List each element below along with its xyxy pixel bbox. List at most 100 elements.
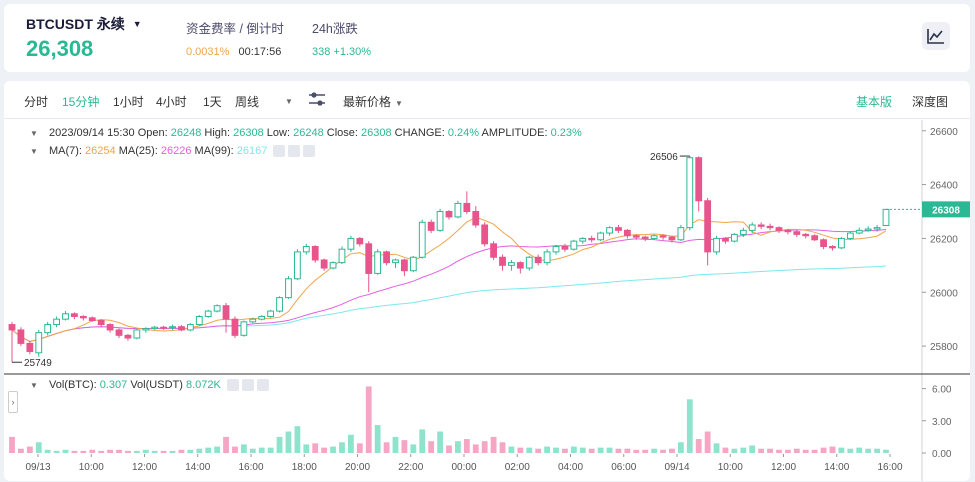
candle-datetime: 2023/09/14 15:30 <box>48 127 135 139</box>
volume-tick-label: 3.00 <box>932 417 952 428</box>
volume-bar <box>695 439 702 453</box>
kline-chart[interactable]: 25800 26000 26200 26400 26600 0.00 3.00 6.00 265… <box>4 120 970 481</box>
candle-body <box>445 211 453 218</box>
candle-body <box>133 329 141 339</box>
candle-body <box>873 227 881 230</box>
settings-icon[interactable] <box>288 145 301 158</box>
volume-bar <box>865 448 872 453</box>
interval-time[interactable]: 分时 <box>24 95 49 109</box>
volume-bar <box>535 448 542 453</box>
collapse-icon[interactable]: ▼ <box>30 147 38 156</box>
volume-bar <box>62 449 69 453</box>
volume-bar <box>339 442 345 453</box>
funding-label: 资金费率 / 倒计时 <box>186 22 284 36</box>
interval-15m[interactable]: 15分钟 <box>62 95 100 109</box>
volume-bar <box>722 447 729 453</box>
volume-bar <box>508 446 515 453</box>
funding-stat: 资金费率 / 倒计时 0.0031% 00:17:56 <box>186 18 284 58</box>
volume-bar <box>232 446 238 453</box>
candle-body <box>775 227 783 231</box>
candle-body <box>846 232 854 239</box>
depth-chart-tab[interactable]: 深度图 <box>912 95 949 109</box>
candle-body <box>579 237 587 242</box>
time-tick-label: 16:00 <box>238 462 263 473</box>
time-tick-label: 20:00 <box>345 462 370 473</box>
expand-panel-button[interactable]: › <box>8 391 18 413</box>
volume-bar <box>347 434 354 453</box>
visibility-icon[interactable] <box>273 145 286 158</box>
collapse-icon[interactable]: ▼ <box>30 381 38 390</box>
candle-body <box>285 278 292 299</box>
basic-view-tab[interactable]: 基本版 <box>856 95 893 109</box>
price-type-label: 最新价格 <box>343 95 392 109</box>
price-tick-label: 25800 <box>930 342 958 353</box>
close-icon[interactable] <box>303 145 316 158</box>
close-icon[interactable] <box>256 379 269 392</box>
time-tick-label: 04:00 <box>558 462 583 473</box>
candle-body <box>838 237 845 249</box>
volume-bar <box>544 446 551 453</box>
open-value: 26248 <box>170 127 202 139</box>
candle-body <box>864 228 872 231</box>
candle-body <box>481 224 489 245</box>
candle-body <box>570 240 578 250</box>
interval-1h[interactable]: 1小时 <box>113 95 144 109</box>
candle-body <box>124 334 132 339</box>
volume-bar <box>455 441 461 453</box>
indicator-settings-button[interactable] <box>308 91 326 110</box>
candle-body <box>615 227 622 231</box>
candle-body <box>525 256 533 269</box>
amplitude-label: AMPLITUDE: <box>481 127 548 139</box>
volume-bar <box>874 448 880 453</box>
time-tick-label: 06:00 <box>611 462 636 473</box>
candle-body <box>17 329 25 344</box>
volume-bar <box>749 445 756 453</box>
candle-body <box>534 256 542 264</box>
volume-bar <box>187 449 194 453</box>
candle-body <box>508 262 515 266</box>
candle-body <box>151 326 159 330</box>
candle-body <box>855 229 863 234</box>
time-tick-label: 09/13 <box>25 462 50 473</box>
candle-body <box>499 256 506 266</box>
candle-body <box>490 243 497 258</box>
time-tick-label: 22:00 <box>398 462 423 473</box>
interval-1w[interactable]: 周线 <box>235 95 260 109</box>
volume-bar <box>249 448 256 453</box>
volume-bar <box>820 447 827 453</box>
candle-body <box>249 318 257 323</box>
price-type-dropdown[interactable]: 最新价格 ▼ <box>343 93 403 110</box>
visibility-icon[interactable] <box>226 379 239 392</box>
volume-bar <box>490 436 497 453</box>
volume-bar <box>205 447 212 453</box>
volume-bar <box>169 450 176 453</box>
time-tick-label: 14:00 <box>185 462 210 473</box>
interval-4h[interactable]: 4小时 <box>156 95 187 109</box>
candle-body <box>454 202 462 218</box>
settings-icon[interactable] <box>241 379 254 392</box>
candle-body <box>338 248 346 264</box>
chart-toggle-button[interactable] <box>922 22 950 50</box>
volume-bar <box>784 449 791 453</box>
vol-usdt-value: 8.072K <box>185 379 221 391</box>
candle-body <box>820 239 827 248</box>
interval-1d[interactable]: 1天 <box>203 95 222 109</box>
volume-bar <box>463 439 470 453</box>
collapse-icon[interactable]: ▼ <box>30 129 38 138</box>
volume-bar <box>356 443 363 453</box>
volume-bar <box>428 441 435 453</box>
volume-bar <box>160 450 167 453</box>
more-intervals-dropdown[interactable]: ▼ <box>281 93 293 107</box>
volume-bar <box>776 449 782 453</box>
candle-body <box>276 297 283 312</box>
ma-info: ▼ MA(7): 26254 MA(25): 26226 MA(99): 261… <box>30 145 316 158</box>
ma7-value: 26254 <box>85 145 116 157</box>
candle-body <box>383 251 390 264</box>
symbol-selector[interactable]: BTCUSDT 永续 ▼ <box>26 14 142 34</box>
volume-bar <box>740 447 747 453</box>
volume-bar <box>713 443 720 453</box>
candle-body <box>311 246 319 261</box>
volume-bar <box>570 446 577 453</box>
chart-toolbar: 分时 15分钟 1小时 4小时 1天 周线 ▼ 最新价格 ▼ 基本版 深度图 <box>4 81 970 119</box>
symbol-name: BTCUSDT 永续 <box>26 16 125 32</box>
